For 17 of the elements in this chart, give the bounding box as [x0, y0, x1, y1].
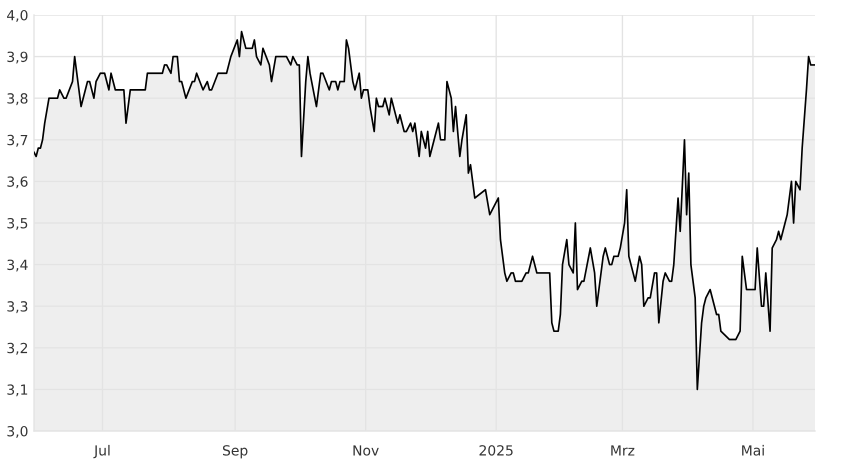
y-tick-label: 3,2: [7, 342, 28, 355]
y-tick-label: 3,5: [7, 218, 28, 230]
y-tick-label: 3,9: [7, 52, 28, 64]
x-tick-label: Sep: [222, 445, 248, 458]
x-tick-label: Mai: [742, 444, 764, 456]
x-tick-label: Jul: [93, 444, 110, 458]
y-tick-label: 3,1: [7, 384, 28, 396]
y-tick-label: 3,8: [7, 93, 28, 106]
x-tick-label: Mrz: [611, 445, 634, 456]
y-tick-label: 3,3: [7, 301, 28, 314]
y-tick-label: 4,0: [7, 10, 28, 22]
x-tick-label: 2025: [480, 445, 513, 456]
y-tick-label: 3,4: [7, 260, 28, 272]
y-tick-label: 3,7: [7, 134, 28, 147]
y-tick-label: 3,0: [7, 426, 28, 438]
x-tick-label: Nov: [353, 445, 379, 456]
y-tick-label: 3,6: [7, 176, 28, 188]
